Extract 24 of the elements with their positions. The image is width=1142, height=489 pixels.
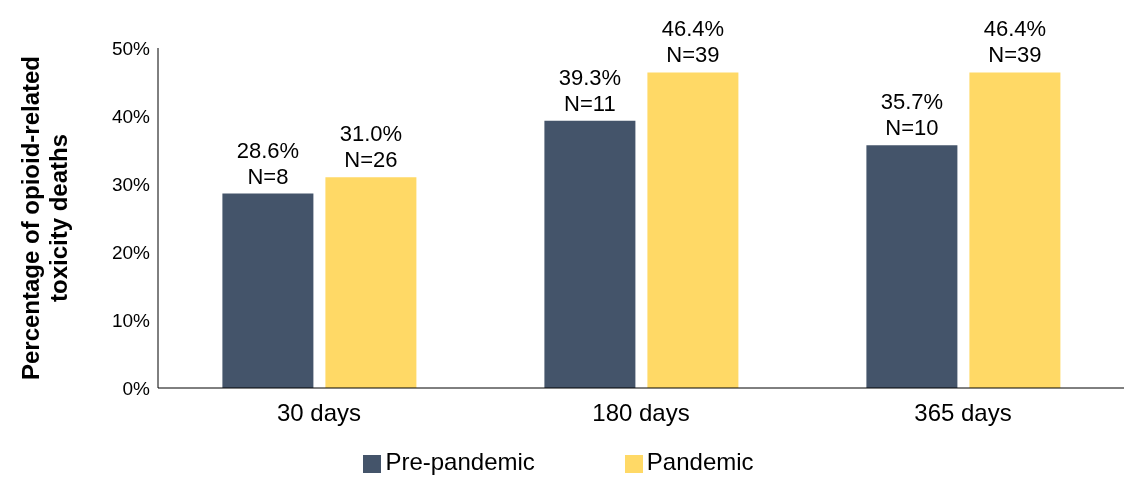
y-tick-label: 40% (111, 105, 151, 127)
x-tick-label: 180 days (592, 399, 690, 427)
y-tick-label: 50% (111, 37, 151, 59)
y-tick-label: 30% (111, 173, 151, 195)
data-label: 39.3% N=11 (558, 64, 622, 116)
data-label: 35.7% N=10 (880, 89, 944, 141)
bar (222, 193, 314, 388)
bar (544, 120, 636, 388)
data-label: 46.4% N=39 (983, 16, 1047, 68)
legend-label: Pre-pandemic (385, 448, 535, 475)
y-tick-label: 0% (122, 377, 151, 399)
y-tick-label: 10% (111, 309, 151, 331)
y-axis-title: Percentage of opioid-related toxicity deaths (17, 55, 72, 381)
x-tick-label: 365 days (914, 399, 1012, 427)
bar (969, 72, 1061, 388)
x-tick-label: 30 days (276, 399, 362, 427)
data-label: 46.4% N=39 (661, 16, 725, 68)
y-tick-label: 20% (111, 241, 151, 263)
bar (647, 72, 739, 388)
bar (866, 145, 958, 388)
data-label: 31.0% N=26 (339, 121, 403, 173)
data-label: 28.6% N=8 (236, 137, 300, 189)
bar (325, 177, 417, 388)
legend-label: Pandemic (646, 448, 754, 475)
